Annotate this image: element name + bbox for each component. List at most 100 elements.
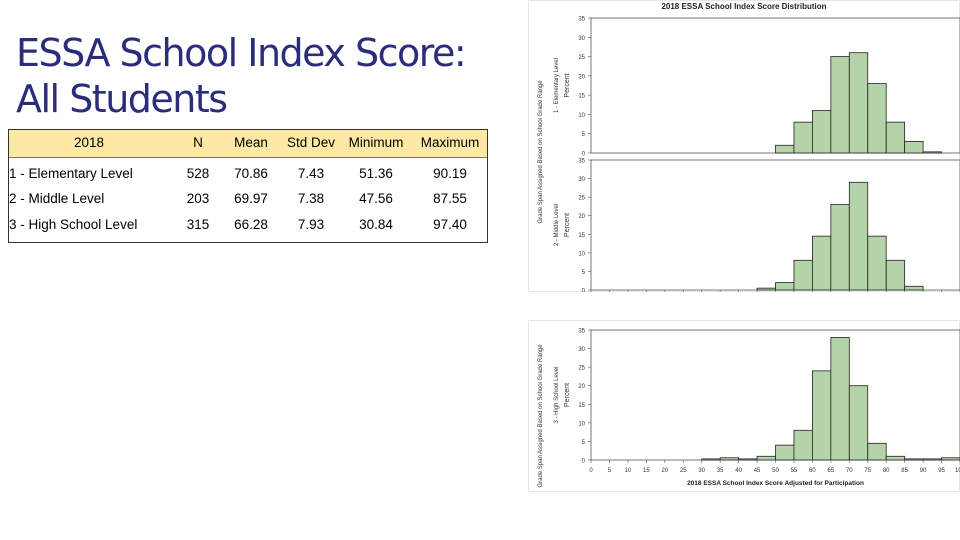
row-label-high-school: 3 - High School Level — [9, 217, 138, 232]
cell-std-dev: 7.43 — [297, 166, 325, 181]
table-header-row — [9, 130, 487, 158]
cell-maximum: 90.19 — [433, 166, 467, 181]
header-std-dev: Std Dev — [286, 135, 336, 150]
header-maximum: Maximum — [420, 135, 480, 150]
y-tick-label: 20 — [578, 384, 585, 390]
y-tick-label: 25 — [578, 196, 585, 202]
x-tick-label: 50 — [772, 468, 779, 474]
histogram-bar — [811, 235, 832, 291]
cell-n: 315 — [186, 217, 210, 232]
x-tick-label: 15 — [643, 468, 650, 474]
cell-minimum: 51.36 — [359, 166, 393, 181]
histogram-bar — [830, 204, 850, 291]
x-tick-label: 90 — [920, 468, 927, 474]
histogram-bar — [904, 458, 924, 461]
histogram-bar — [867, 83, 887, 154]
cell-minimum: 47.56 — [359, 191, 393, 206]
cell-n: 203 — [186, 191, 210, 206]
cell-n: 528 — [186, 166, 210, 181]
group-axis-label: Grade Span Assigned Based on School Grad… — [538, 80, 544, 224]
y-tick-label: 0 — [582, 289, 586, 293]
histogram-panel-elementary-middle: 2018 ESSA School Index Score Distributio… — [528, 0, 960, 316]
y-tick-label: 30 — [578, 347, 585, 353]
x-tick-label: 100 — [955, 468, 960, 474]
x-tick-label: 65 — [828, 468, 835, 474]
x-tick-label: 20 — [661, 468, 668, 474]
histogram-chart: Grade Span Assigned Based on School Grad… — [528, 320, 960, 492]
grade-level-label: 3 - High School Level — [554, 366, 560, 423]
x-tick-label: 25 — [680, 468, 687, 474]
histogram-bar — [738, 458, 758, 461]
header-n: N — [193, 135, 203, 150]
y-tick-label: 20 — [578, 214, 585, 220]
grade-level-label: 1 - Elementary Level — [554, 58, 560, 113]
histogram-bar — [885, 259, 906, 291]
panel-1-elementary-level: 0 5 10 15 20 25 30 35 Percent 1 - Elementary Leve… — [554, 17, 960, 158]
cell-maximum: 97.40 — [433, 217, 467, 232]
x-tick-label: 60 — [809, 468, 816, 474]
y-tick-label: 30 — [578, 177, 585, 183]
x-tick-label: 10 — [625, 468, 632, 474]
histogram-bar — [904, 141, 924, 154]
y-tick-label: 25 — [578, 55, 585, 61]
row-label-elementary: 1 - Elementary Level — [9, 166, 133, 181]
histogram-bar — [830, 337, 850, 461]
x-tick-label: 0 — [589, 468, 593, 474]
cell-mean: 66.28 — [234, 217, 268, 232]
histogram-bar — [922, 151, 942, 154]
y-tick-label: 0 — [582, 152, 586, 158]
x-tick-label: 75 — [864, 468, 871, 474]
histogram-bar — [793, 429, 813, 461]
cell-mean: 70.86 — [234, 166, 268, 181]
x-tick-label: 40 — [735, 468, 742, 474]
histogram-panel-high-school: Grade Span Assigned Based on School Grad… — [528, 320, 960, 492]
cell-std-dev: 7.38 — [297, 191, 325, 206]
y-tick-label: 35 — [578, 329, 585, 335]
y-tick-label: 5 — [582, 132, 586, 138]
y-tick-label: 35 — [578, 159, 585, 165]
histogram-bar — [848, 52, 869, 154]
histogram-bar — [775, 282, 795, 291]
histogram-bar — [756, 455, 776, 461]
row-label-middle: 2 - Middle Level — [9, 191, 105, 206]
histogram-bar — [904, 285, 924, 291]
plot-area-frame — [590, 329, 960, 461]
summary-statistics-table: 2018 N Mean Std Dev Minimum Maximum 1 - … — [8, 129, 488, 243]
histogram-bar — [719, 457, 739, 461]
x-tick-label: 5 — [608, 468, 612, 474]
cell-minimum: 30.84 — [359, 217, 393, 232]
header-mean: Mean — [234, 135, 268, 150]
histogram-bar — [701, 458, 721, 461]
y-axis-title: Percent — [564, 383, 571, 407]
y-tick-label: 5 — [582, 440, 586, 446]
histogram-bar — [867, 235, 887, 291]
cell-std-dev: 7.93 — [297, 217, 325, 232]
x-tick-label: 30 — [698, 468, 705, 474]
x-tick-label: 55 — [791, 468, 798, 474]
header-minimum: Minimum — [348, 135, 404, 150]
cell-mean: 69.97 — [234, 191, 268, 206]
y-tick-label: 0 — [582, 459, 586, 465]
histogram-bar — [848, 385, 869, 461]
x-axis-title: 2018 ESSA School Index Score Adjusted fo… — [687, 480, 864, 487]
y-tick-label: 15 — [578, 94, 585, 100]
histogram-bar — [811, 110, 832, 154]
x-tick-label: 45 — [754, 468, 761, 474]
histogram-bar — [885, 121, 906, 154]
x-tick-label: 95 — [938, 468, 945, 474]
histogram-bar — [775, 444, 795, 461]
y-tick-label: 30 — [578, 36, 585, 42]
cell-maximum: 87.55 — [433, 191, 467, 206]
panel-2-middle-level: 0 5 10 15 20 25 30 35 Percent 2 - Middle Level — [554, 159, 960, 295]
histogram-bar — [775, 144, 795, 154]
y-tick-label: 5 — [582, 270, 586, 276]
group-axis-label: Grade Span Assigned Based on School Grad… — [538, 344, 544, 488]
y-axis-title: Percent — [564, 73, 571, 97]
histogram-bar — [830, 56, 850, 154]
histogram-bar — [867, 442, 887, 461]
x-tick-label: 70 — [846, 468, 853, 474]
histogram-bar — [941, 457, 960, 461]
chart-title: 2018 ESSA School Index Score Distributio… — [661, 2, 826, 11]
histogram-bar — [793, 259, 813, 291]
y-axis-title: Percent — [564, 213, 571, 237]
